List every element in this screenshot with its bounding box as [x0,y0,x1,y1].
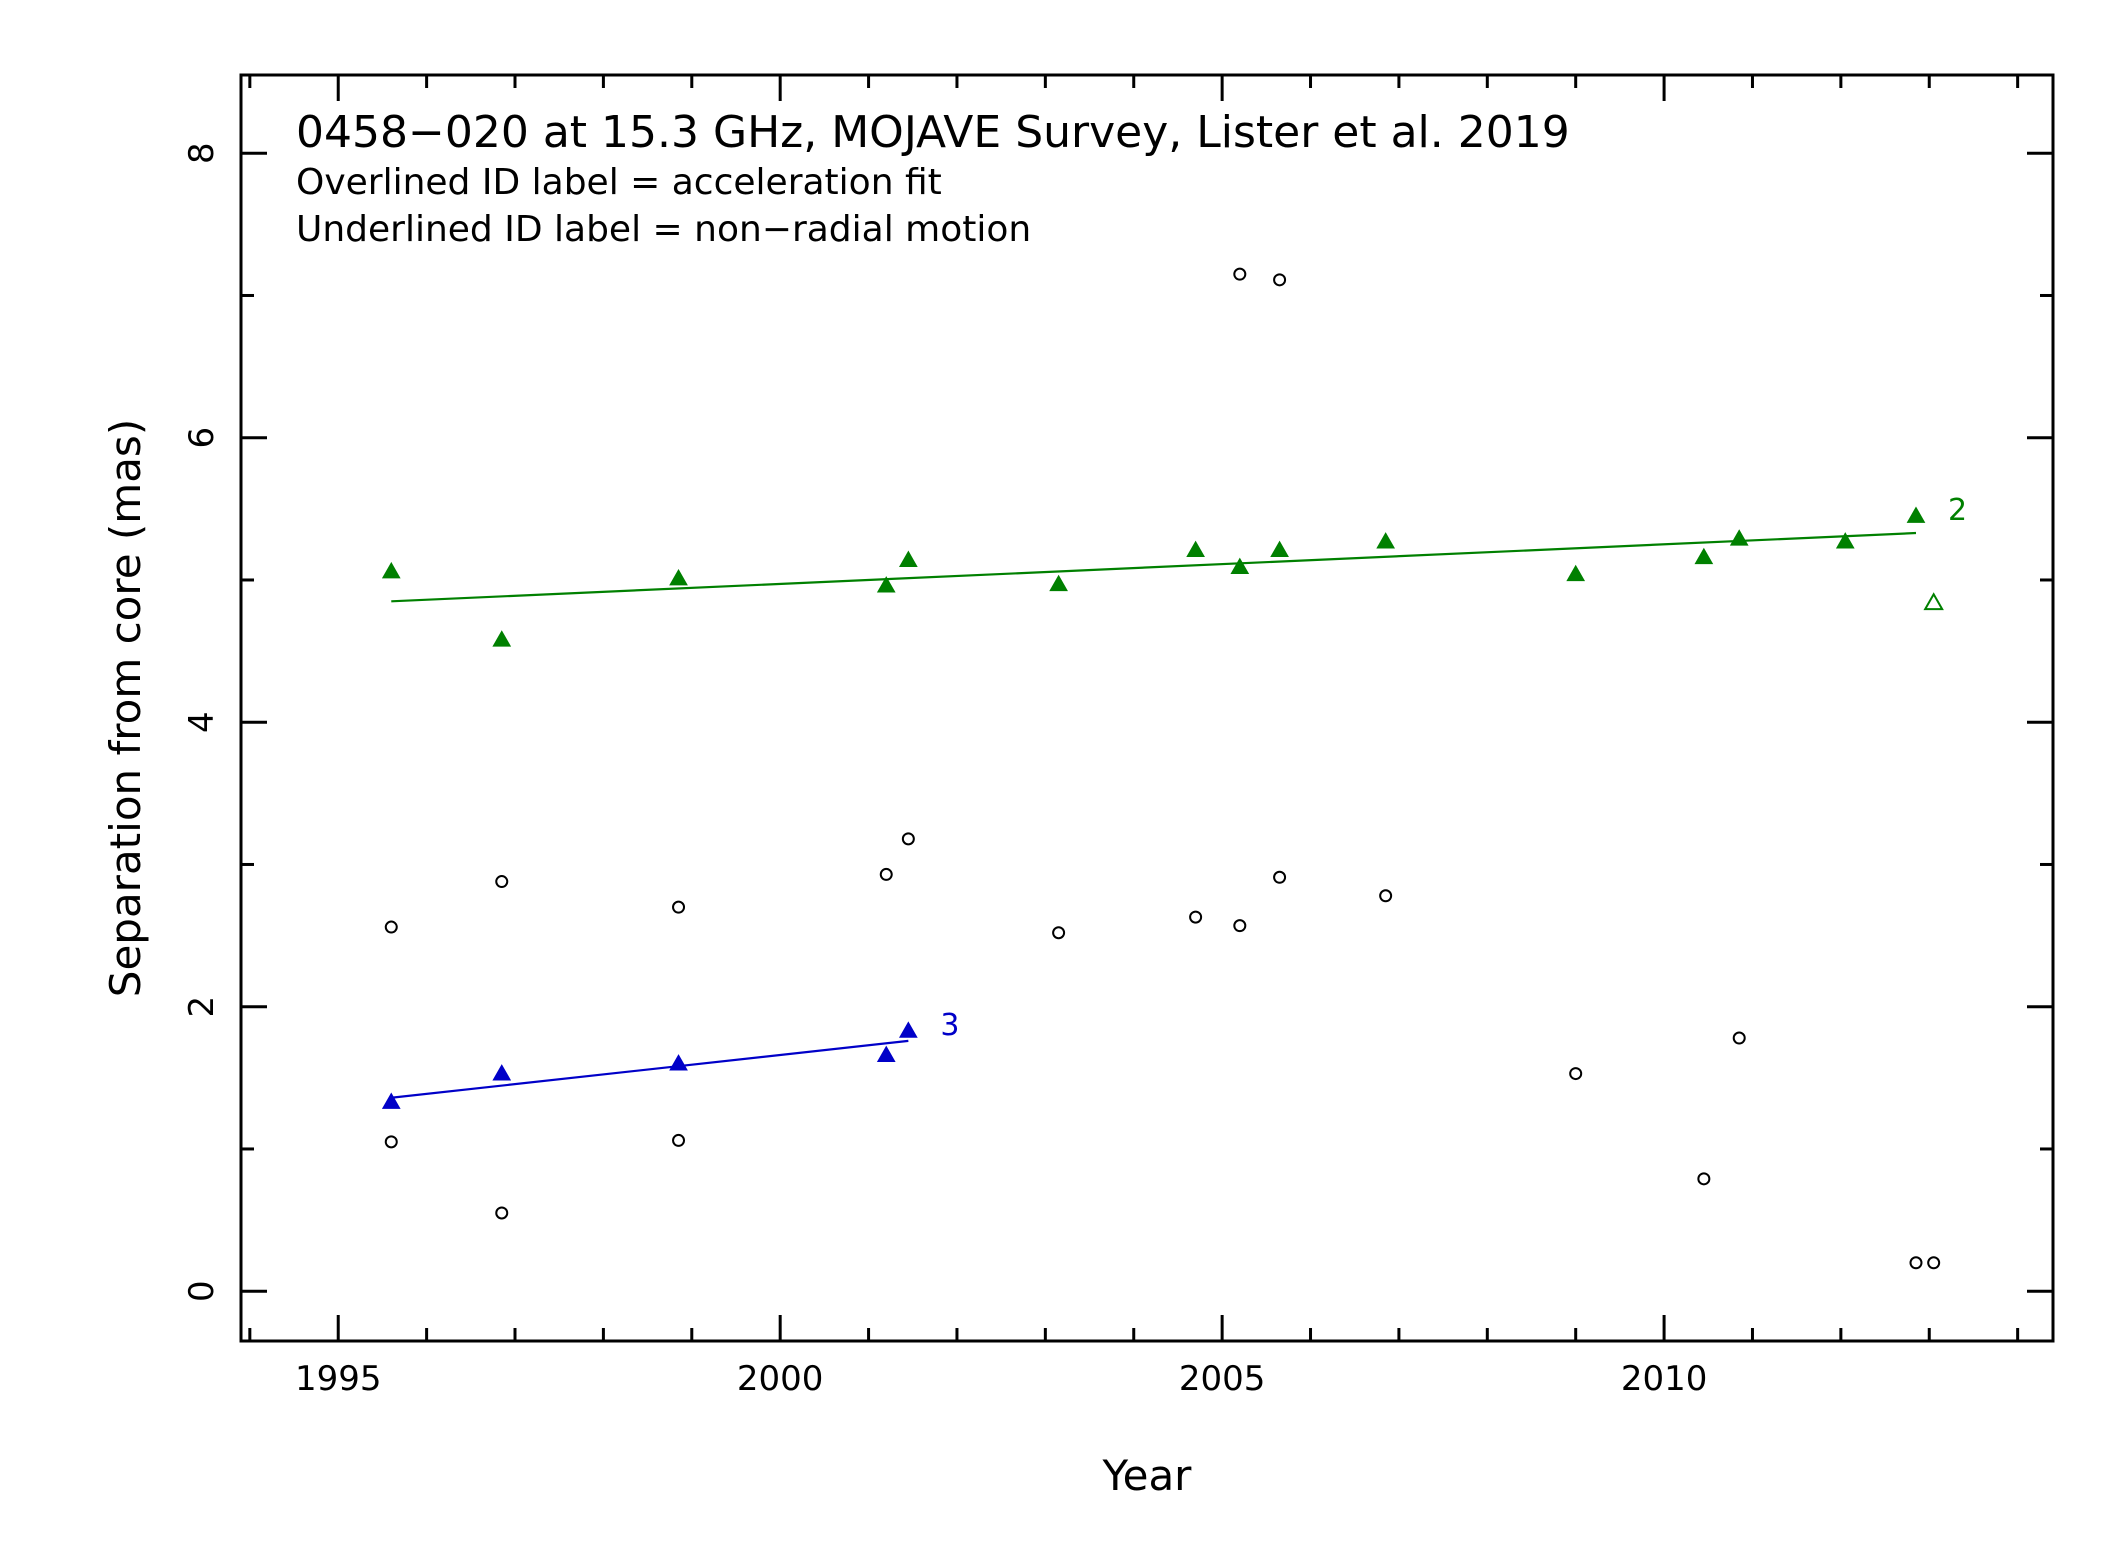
unassigned-component-point [495,875,509,889]
unassigned-component-point [1569,1067,1583,1081]
y-tick-label: 4 [182,711,222,733]
component-3-point [876,1045,896,1062]
component-3-point [381,1092,401,1109]
unassigned-component-point [1233,919,1247,933]
plot-frame [239,73,2055,1343]
component-2-point [1049,574,1068,592]
annotation-underline: Underlined ID label = non−radial motion [296,209,1031,250]
x-tick-label: 2000 [737,1359,824,1399]
unassigned-component-point [672,1133,686,1147]
x-tick-label: 2010 [1621,1359,1708,1399]
y-tick-label: 8 [182,142,222,164]
y-tick-label: 6 [182,427,222,449]
y-tick-label: 0 [182,1280,222,1302]
component-2-point [1230,557,1250,575]
unassigned-component-point [1273,870,1287,884]
id-label-component-3: 3 [940,1008,959,1043]
component-2-point [381,561,401,579]
component-2-point [1270,540,1289,557]
unassigned-component-point [1697,1172,1711,1186]
id-labels: 23 [940,493,1967,1043]
component-2-point [1186,540,1205,557]
component-2-point [669,569,688,586]
y-axis-label: Separation from core (mas) [101,419,150,997]
component-3-point [492,1064,512,1081]
unassigned-component-point [1909,1256,1923,1270]
axis-ticks [241,75,2053,1341]
component-2-point [876,576,896,593]
unassigned-component-point [879,867,893,881]
unassigned-component-point [1927,1256,1941,1270]
annotation-overline: Overlined ID label = acceleration fit [296,162,942,203]
fit-line-component-3 [391,1039,909,1099]
component-2-point [492,630,512,647]
unassigned-component-point [384,1135,398,1149]
component-3-point [669,1054,688,1071]
unassigned-component-point [384,920,398,934]
unassigned-component-point [901,832,915,846]
unassigned-component-point [495,1206,509,1220]
y-tick-label: 2 [182,996,222,1018]
x-tick-label: 2005 [1179,1359,1266,1399]
unassigned-component-point [1273,273,1287,287]
component-3-point [898,1021,918,1038]
tick-labels: 1995 2000 2005 2010 0 2 4 6 8 [182,142,1707,1399]
component-2-point [1566,564,1586,582]
component-2-point [898,550,918,567]
unassigned-component-point [1233,267,1247,281]
x-tick-label: 1995 [295,1359,382,1399]
component-2-point [1729,529,1749,546]
component-2-point [1835,532,1855,549]
component-2-point [1376,532,1396,549]
fit-line-component-2 [391,531,1917,603]
x-axis-label: Year [1102,1451,1193,1500]
component-2-open-point [1923,592,1944,611]
data-marks [381,267,1944,1270]
component-2-point [1694,547,1714,565]
component-2-point [1906,506,1926,523]
unassigned-component-point [1052,926,1066,940]
fit-lines [391,531,1917,1099]
unassigned-component-point [1732,1031,1746,1045]
id-label-component-2: 2 [1948,493,1967,528]
chart-title: 0458−020 at 15.3 GHz, MOJAVE Survey, Lis… [296,107,1570,158]
unassigned-component-point [672,900,686,914]
unassigned-component-point [1379,889,1393,903]
unassigned-component-point [1189,910,1203,924]
